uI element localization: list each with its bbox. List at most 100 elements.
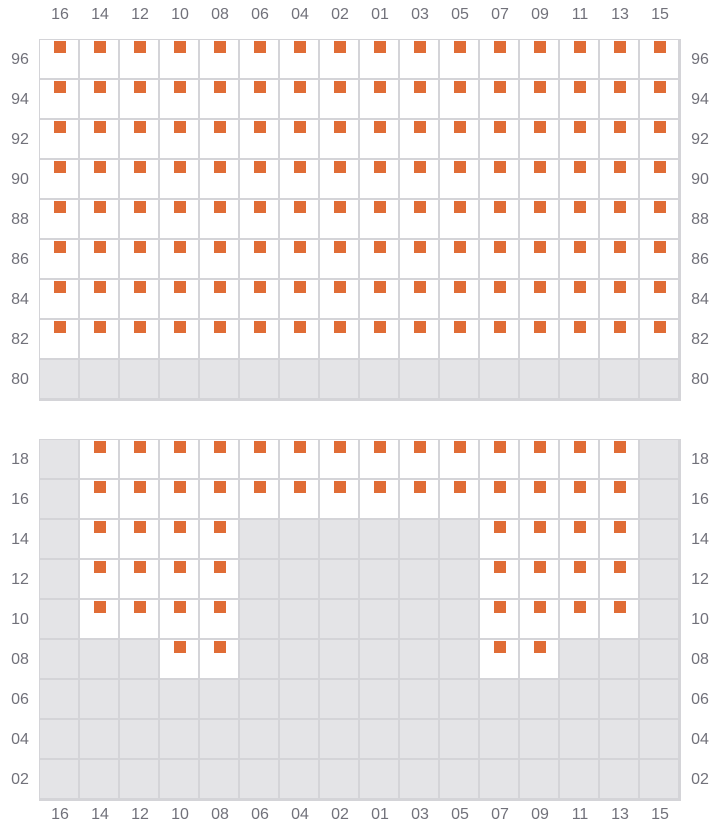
- seat-cell[interactable]: [360, 200, 398, 238]
- seat-marker[interactable]: [54, 281, 66, 293]
- seat-cell[interactable]: [520, 120, 558, 158]
- seat-marker[interactable]: [494, 121, 506, 133]
- seat-marker[interactable]: [174, 521, 186, 533]
- seat-cell[interactable]: [40, 160, 78, 198]
- seat-marker[interactable]: [374, 201, 386, 213]
- seat-cell[interactable]: [480, 640, 518, 678]
- seat-marker[interactable]: [254, 441, 266, 453]
- seat-cell[interactable]: [80, 560, 118, 598]
- seat-cell[interactable]: [600, 560, 638, 598]
- seat-marker[interactable]: [414, 201, 426, 213]
- seat-marker[interactable]: [574, 281, 586, 293]
- seat-marker[interactable]: [334, 281, 346, 293]
- seat-cell[interactable]: [480, 520, 518, 558]
- seat-cell[interactable]: [200, 200, 238, 238]
- seat-marker[interactable]: [454, 241, 466, 253]
- seat-marker[interactable]: [534, 561, 546, 573]
- seat-cell[interactable]: [40, 200, 78, 238]
- seat-marker[interactable]: [374, 321, 386, 333]
- seat-cell[interactable]: [80, 40, 118, 78]
- seat-cell[interactable]: [600, 280, 638, 318]
- seat-cell[interactable]: [200, 40, 238, 78]
- seat-cell[interactable]: [440, 40, 478, 78]
- seat-cell[interactable]: [560, 40, 598, 78]
- seat-cell[interactable]: [360, 440, 398, 478]
- seat-cell[interactable]: [200, 440, 238, 478]
- seat-cell[interactable]: [520, 200, 558, 238]
- seat-marker[interactable]: [134, 441, 146, 453]
- seat-marker[interactable]: [454, 441, 466, 453]
- seat-marker[interactable]: [134, 561, 146, 573]
- seat-marker[interactable]: [574, 121, 586, 133]
- seat-marker[interactable]: [174, 641, 186, 653]
- seat-cell[interactable]: [480, 240, 518, 278]
- seat-marker[interactable]: [374, 81, 386, 93]
- seat-marker[interactable]: [374, 281, 386, 293]
- seat-marker[interactable]: [134, 121, 146, 133]
- seat-marker[interactable]: [294, 201, 306, 213]
- seat-cell[interactable]: [160, 560, 198, 598]
- seat-cell[interactable]: [160, 240, 198, 278]
- seat-cell[interactable]: [600, 520, 638, 558]
- seat-cell[interactable]: [160, 520, 198, 558]
- seat-marker[interactable]: [654, 241, 666, 253]
- seat-cell[interactable]: [560, 200, 598, 238]
- seat-cell[interactable]: [400, 440, 438, 478]
- seat-marker[interactable]: [534, 281, 546, 293]
- seat-cell[interactable]: [320, 120, 358, 158]
- seat-marker[interactable]: [654, 41, 666, 53]
- seat-cell[interactable]: [560, 120, 598, 158]
- seat-marker[interactable]: [574, 481, 586, 493]
- seat-cell[interactable]: [40, 320, 78, 358]
- seat-cell[interactable]: [600, 40, 638, 78]
- seat-cell[interactable]: [160, 480, 198, 518]
- seat-marker[interactable]: [294, 441, 306, 453]
- seat-cell[interactable]: [160, 600, 198, 638]
- seat-cell[interactable]: [480, 120, 518, 158]
- seat-marker[interactable]: [214, 481, 226, 493]
- seat-marker[interactable]: [334, 481, 346, 493]
- seat-cell[interactable]: [560, 280, 598, 318]
- seat-cell[interactable]: [200, 600, 238, 638]
- seat-cell[interactable]: [200, 120, 238, 158]
- seat-marker[interactable]: [294, 241, 306, 253]
- seat-marker[interactable]: [614, 241, 626, 253]
- seat-marker[interactable]: [254, 241, 266, 253]
- seat-cell[interactable]: [280, 80, 318, 118]
- seat-marker[interactable]: [134, 321, 146, 333]
- seat-cell[interactable]: [560, 440, 598, 478]
- seat-marker[interactable]: [174, 561, 186, 573]
- seat-marker[interactable]: [94, 41, 106, 53]
- seat-marker[interactable]: [654, 201, 666, 213]
- seat-cell[interactable]: [600, 480, 638, 518]
- seat-cell[interactable]: [400, 160, 438, 198]
- seat-marker[interactable]: [534, 121, 546, 133]
- seat-cell[interactable]: [360, 320, 398, 358]
- seat-cell[interactable]: [120, 600, 158, 638]
- seat-marker[interactable]: [574, 521, 586, 533]
- seat-marker[interactable]: [294, 81, 306, 93]
- seat-cell[interactable]: [240, 240, 278, 278]
- seat-marker[interactable]: [214, 241, 226, 253]
- seat-cell[interactable]: [480, 280, 518, 318]
- seat-cell[interactable]: [240, 40, 278, 78]
- seat-cell[interactable]: [320, 280, 358, 318]
- seat-cell[interactable]: [40, 280, 78, 318]
- seat-marker[interactable]: [534, 81, 546, 93]
- seat-cell[interactable]: [360, 480, 398, 518]
- seat-marker[interactable]: [134, 281, 146, 293]
- seat-marker[interactable]: [654, 121, 666, 133]
- seat-cell[interactable]: [240, 320, 278, 358]
- seat-cell[interactable]: [640, 280, 678, 318]
- seat-cell[interactable]: [480, 320, 518, 358]
- seat-marker[interactable]: [454, 161, 466, 173]
- seat-marker[interactable]: [494, 241, 506, 253]
- seat-marker[interactable]: [174, 201, 186, 213]
- seat-marker[interactable]: [374, 121, 386, 133]
- seat-cell[interactable]: [520, 160, 558, 198]
- seat-marker[interactable]: [214, 201, 226, 213]
- seat-marker[interactable]: [414, 161, 426, 173]
- seat-marker[interactable]: [654, 161, 666, 173]
- seat-marker[interactable]: [454, 41, 466, 53]
- seat-marker[interactable]: [94, 121, 106, 133]
